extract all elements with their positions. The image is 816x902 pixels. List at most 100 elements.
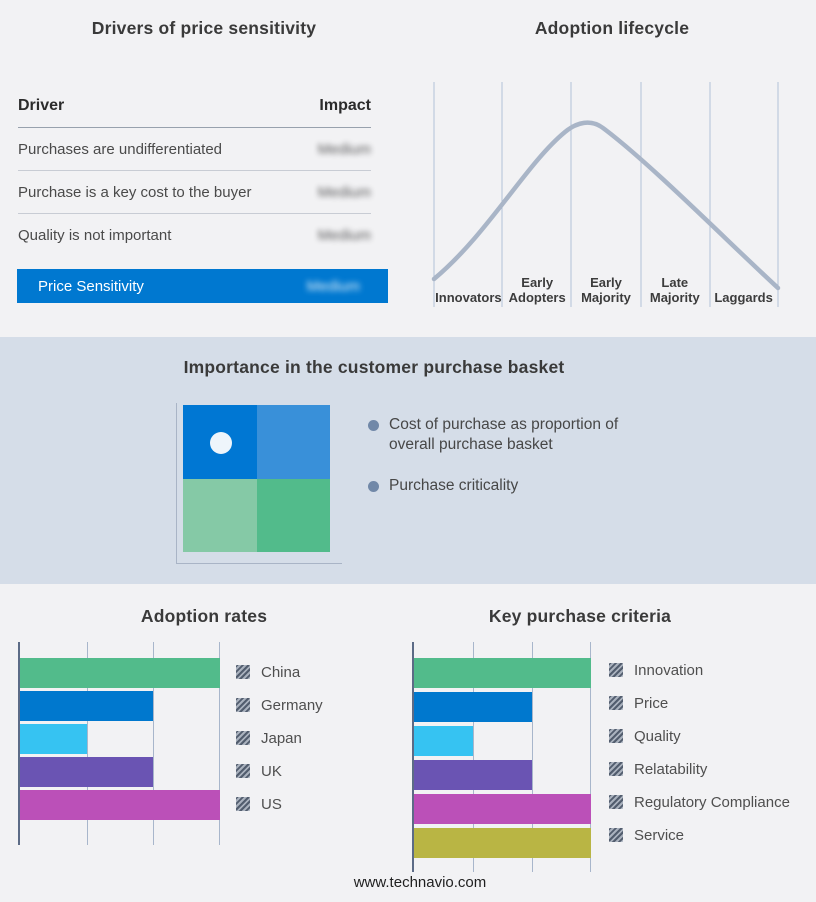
legend-label: Innovation xyxy=(634,661,704,679)
driver-row: Quality is not important Medium xyxy=(18,214,371,257)
legend-item-service: Service xyxy=(609,826,790,844)
adoption-rates-bars xyxy=(20,658,220,823)
bar-china xyxy=(20,658,220,688)
stage-label-laggards: Laggards xyxy=(709,260,778,306)
price-sensitivity-impact-value: Medium xyxy=(306,277,360,295)
quadrant-cell-top-right xyxy=(256,405,330,479)
footer-url: www.technavio.com xyxy=(353,874,487,891)
legend-label: US xyxy=(261,795,282,813)
impact-value: Medium xyxy=(317,227,371,244)
legend-swatch-icon xyxy=(609,795,623,809)
driver-cell: Purchase is a key cost to the buyer xyxy=(18,183,252,201)
driver-row: Purchase is a key cost to the buyer Mediu… xyxy=(18,171,371,214)
lifecycle-stage-labels: Innovators Early Adopters Early Majority La… xyxy=(434,260,778,306)
legend-swatch-icon xyxy=(609,729,623,743)
gridline xyxy=(153,642,155,845)
legend-label: Regulatory Compliance xyxy=(634,793,790,811)
legend-item-us: US xyxy=(236,795,323,813)
bar-quality xyxy=(414,726,473,756)
driver-cell: Purchases are undifferentiated xyxy=(18,140,223,158)
drivers-table-header: Driver Impact xyxy=(18,85,371,128)
gridline xyxy=(531,642,533,872)
lifecycle-gridlines xyxy=(433,82,779,307)
legend-swatch-icon xyxy=(609,762,623,776)
legend-label: Quality xyxy=(634,727,681,745)
bullet-text: Purchase criticality xyxy=(389,477,519,494)
stage-label-text: Early Adopters xyxy=(508,275,566,305)
legend-item-innovation: Innovation xyxy=(609,661,790,679)
legend-label: Relatability xyxy=(634,760,708,778)
legend-swatch-icon xyxy=(609,828,623,842)
bullet-text: Cost of purchase as proportion of overal… xyxy=(389,416,619,453)
stage-label-late-majority: Late Majority xyxy=(640,260,709,306)
legend-item-china: China xyxy=(236,663,323,681)
driver-column-header: Driver xyxy=(18,97,65,114)
stage-label-text: Early Majority xyxy=(581,275,631,305)
bullet-dot-icon xyxy=(368,420,379,431)
stage-label-text: Innovators xyxy=(435,290,502,305)
gridline xyxy=(473,642,475,872)
bar-service xyxy=(414,828,591,858)
key-purchase-criteria-bars xyxy=(414,658,591,862)
gridline xyxy=(590,642,591,872)
adoption-rates-title: Adoption rates xyxy=(140,606,268,626)
driver-rows: Purchases are undifferentiated Medium Purc… xyxy=(18,128,371,257)
stage-label-early-adopters: Early Adopters xyxy=(503,260,572,306)
impact-value: Medium xyxy=(317,183,371,201)
legend-swatch-icon xyxy=(609,696,623,710)
legend-item-germany: Germany xyxy=(236,696,323,714)
legend-label: China xyxy=(261,663,301,681)
gridline xyxy=(219,642,220,845)
bar-price xyxy=(414,692,532,722)
quadrant-cell-bottom-left xyxy=(183,478,257,552)
impact-column-header: Impact xyxy=(319,97,371,114)
legend-swatch-icon xyxy=(236,797,250,811)
legend-label: Price xyxy=(634,694,669,712)
price-sensitivity-panel: Drivers of price sensitivity Driver Impa… xyxy=(0,0,408,337)
adoption-lifecycle-panel: Adoption lifecycle Innovators Early Adopt… xyxy=(408,0,816,337)
bar-germany xyxy=(20,691,154,721)
bottom-section: Adoption rates China Germany Japan UK US Key… xyxy=(0,584,816,902)
legend-swatch-icon xyxy=(236,665,250,679)
stage-label-text: Laggards xyxy=(714,290,773,305)
quadrant-cell-bottom-right xyxy=(256,478,330,552)
price-sensitivity-row: Price Sensitivity Medium xyxy=(17,269,388,303)
legend-item-price: Price xyxy=(609,694,790,712)
lifecycle-chart xyxy=(431,82,781,307)
quadrant-axis xyxy=(176,403,342,564)
adoption-rates-plot xyxy=(18,642,220,845)
key-purchase-criteria-legend: Innovation Price Quality Relatability Regula… xyxy=(609,661,790,861)
price-sensitivity-title: Drivers of price sensitivity xyxy=(91,18,317,38)
legend-swatch-icon xyxy=(236,731,250,745)
legend-label: Japan xyxy=(261,729,302,747)
driver-row: Purchases are undifferentiated Medium xyxy=(18,128,371,171)
quadrant-graphic xyxy=(183,405,330,552)
adoption-rates-legend: China Germany Japan UK US xyxy=(236,663,323,830)
legend-label: Service xyxy=(634,826,685,844)
purchase-basket-section: Importance in the customer purchase bask… xyxy=(0,337,816,584)
bar-relatability xyxy=(414,760,532,790)
gridline xyxy=(86,642,88,845)
bar-regulatory-compliance xyxy=(414,794,591,824)
top-section: Drivers of price sensitivity Driver Impa… xyxy=(0,0,816,337)
bar-innovation xyxy=(414,658,591,688)
purchase-basket-bullets: Cost of purchase as proportion of overal… xyxy=(368,415,648,517)
legend-label: UK xyxy=(261,762,282,780)
legend-swatch-icon xyxy=(609,663,623,677)
legend-label: Germany xyxy=(261,696,323,714)
adoption-lifecycle-title: Adoption lifecycle xyxy=(534,18,690,38)
legend-item-regulatory-compliance: Regulatory Compliance xyxy=(609,793,790,811)
legend-item-uk: UK xyxy=(236,762,323,780)
driver-cell: Quality is not important xyxy=(18,227,172,244)
stage-label-innovators: Innovators xyxy=(434,260,503,306)
price-sensitivity-label: Price Sensitivity xyxy=(38,277,144,295)
bar-us xyxy=(20,790,220,820)
legend-swatch-icon xyxy=(236,698,250,712)
bullet-dot-icon xyxy=(368,481,379,492)
drivers-table: Driver Impact Purchases are undifferenti… xyxy=(18,85,371,257)
legend-item-japan: Japan xyxy=(236,729,323,747)
lifecycle-curve xyxy=(431,120,781,291)
key-purchase-criteria-title: Key purchase criteria xyxy=(488,606,672,626)
bullet-item: Purchase criticality xyxy=(368,476,648,496)
bar-japan xyxy=(20,724,87,754)
